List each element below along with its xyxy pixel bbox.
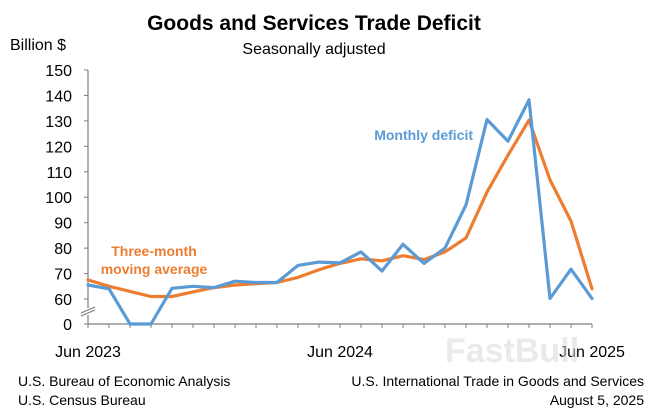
x-tick-label: Jun 2025	[559, 344, 625, 361]
y-tick-label: 140	[45, 88, 72, 105]
y-tick-label: 60	[54, 292, 72, 309]
y-axis-label: Billion $	[10, 37, 66, 54]
footer-report-title: U.S. International Trade in Goods and Se…	[351, 373, 644, 389]
y-tick-label: 130	[45, 114, 72, 131]
footer-source-1: U.S. Bureau of Economic Analysis	[18, 373, 230, 389]
monthly-deficit-line	[86, 98, 594, 326]
y-tick-label: 150	[45, 63, 72, 80]
axis-break-gap	[80, 308, 96, 315]
x-axis-ticks: Jun 2023 Jun 2024 Jun 2025	[55, 324, 625, 361]
y-tick-label: 70	[54, 267, 72, 284]
y-tick-label: 120	[45, 139, 72, 156]
y-tick-label: 100	[45, 190, 72, 207]
x-tick-label: Jun 2023	[55, 344, 121, 361]
series-lines	[86, 98, 594, 326]
y-tick-label: 110	[46, 165, 72, 182]
axes	[80, 70, 592, 325]
monthly-deficit-annotation: Monthly deficit	[374, 127, 473, 143]
watermark: FastBull	[445, 332, 579, 370]
x-tick-label: Jun 2024	[307, 344, 373, 361]
chart-subtitle: Seasonally adjusted	[242, 41, 385, 58]
axis-break-mark	[80, 309, 96, 317]
axis-break-mark	[80, 306, 96, 314]
moving-average-annotation-line1: Three-month	[111, 243, 197, 259]
footer-source-2: U.S. Census Bureau	[18, 392, 146, 408]
y-tick-label: 90	[54, 216, 72, 233]
y-tick-label: 0	[63, 317, 72, 334]
moving-average-annotation-line2: moving average	[101, 261, 208, 277]
y-tick-label: 80	[54, 241, 72, 258]
chart-title: Goods and Services Trade Deficit	[147, 12, 481, 35]
y-axis-ticks: 0 60 70 80 90 100 110 120 130 140 150	[45, 63, 88, 334]
footer-date: August 5, 2025	[550, 392, 644, 408]
